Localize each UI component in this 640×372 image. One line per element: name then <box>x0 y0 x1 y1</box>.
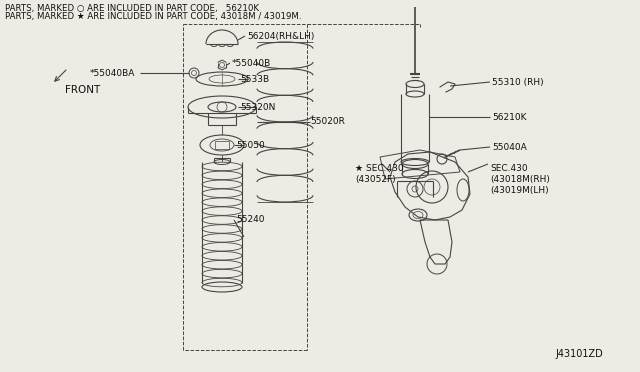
Text: ★ SEC.430
(43052F): ★ SEC.430 (43052F) <box>355 164 404 184</box>
Text: 55040A: 55040A <box>492 142 527 151</box>
Text: 5533B: 5533B <box>240 74 269 83</box>
Text: 55020R: 55020R <box>310 118 345 126</box>
Text: *55040BA: *55040BA <box>90 68 136 77</box>
Text: PARTS, MARKED ★ ARE INCLUDED IN PART CODE, 43018M / 43019M.: PARTS, MARKED ★ ARE INCLUDED IN PART COD… <box>5 12 301 20</box>
Text: 55240: 55240 <box>236 215 264 224</box>
Text: PARTS, MARKED ○ ARE INCLUDED IN PART CODE,   56210K: PARTS, MARKED ○ ARE INCLUDED IN PART COD… <box>5 4 259 13</box>
Bar <box>215 141 229 149</box>
Text: J43101ZD: J43101ZD <box>555 349 603 359</box>
Text: SEC.430
(43018M(RH)
(43019M(LH): SEC.430 (43018M(RH) (43019M(LH) <box>490 164 550 195</box>
Text: 55310 (RH): 55310 (RH) <box>492 77 543 87</box>
Text: 56204(RH&LH): 56204(RH&LH) <box>247 32 314 41</box>
Text: FRONT: FRONT <box>65 85 100 95</box>
Text: 56210K: 56210K <box>492 112 527 122</box>
Text: 55320N: 55320N <box>240 103 275 112</box>
Text: 55050: 55050 <box>236 141 265 150</box>
Text: *55040B: *55040B <box>232 58 271 67</box>
